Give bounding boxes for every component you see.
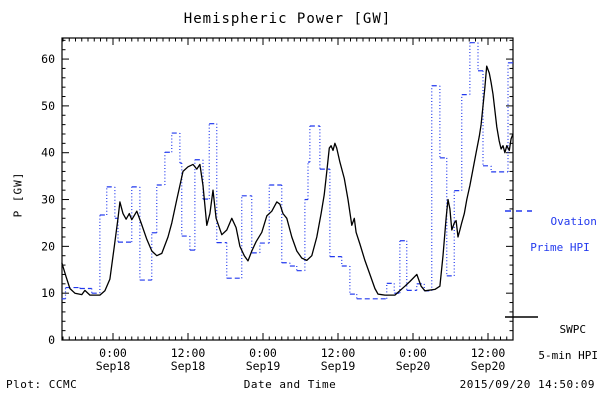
plot-frame [61,37,514,341]
y-tick-label: 50 [41,99,55,113]
x-tick-time: 0:00 [99,346,127,360]
y-tick-label: 60 [41,52,55,66]
footer-timestamp: 2015/09/20 14:50:09 [459,378,595,391]
legend-ovation-line2: Prime HPI [530,241,590,254]
x-tick-date: Sep20 [396,359,431,373]
legend-swpc-line1: SWPC [559,323,587,336]
y-tick-label: 40 [41,146,55,160]
y-tick-label: 20 [41,239,55,253]
y-tick-label: 10 [41,286,55,300]
legend-ovation: Ovation Prime HPI [524,202,597,280]
x-tick-date: Sep19 [246,359,281,373]
chart-title: Hemispheric Power [GW] [183,11,392,27]
y-tick-label: 30 [41,193,55,207]
x-tick-time: 12:00 [171,346,206,360]
x-tick-date: Sep20 [471,359,506,373]
x-tick-time: 0:00 [249,346,277,360]
x-tick-time: 12:00 [471,346,506,360]
legend-ovation-line1: Ovation [550,215,597,228]
legend-swpc-line2: 5-min HPI [538,349,598,362]
x-tick-time: 12:00 [321,346,356,360]
x-tick-date: Sep18 [96,359,131,373]
x-axis-label: Date and Time [243,378,337,391]
ovation-legend-line [505,210,532,212]
legend-swpc: SWPC 5-min HPI [510,310,598,388]
x-tick-time: 0:00 [399,346,427,360]
x-tick-date: Sep19 [321,359,356,373]
y-tick-label: 0 [48,333,55,347]
y-axis-label: P [GW] [11,171,25,218]
swpc-series-line [61,65,514,296]
swpc-legend-line [505,316,538,318]
footer-plot-credit: Plot: CCMC [6,378,78,391]
x-tick-date: Sep18 [171,359,206,373]
